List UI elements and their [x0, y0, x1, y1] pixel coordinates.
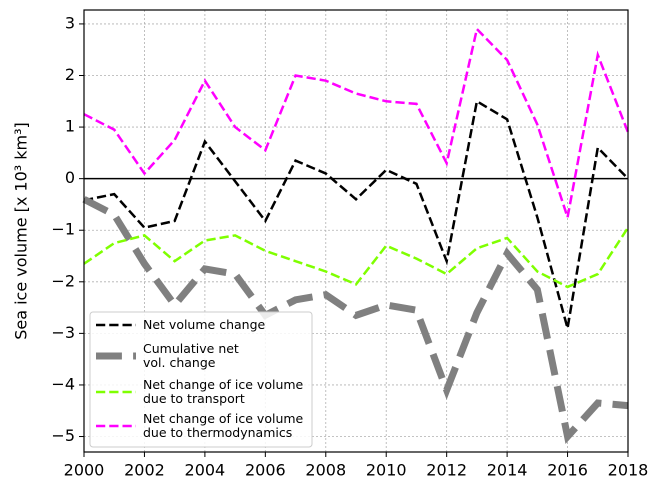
legend-label-box: Net change of ice volume due to thermody…	[143, 412, 304, 440]
series-line	[83, 26, 630, 218]
series-line	[83, 99, 629, 329]
y-tick-label: −4	[51, 374, 75, 393]
x-tick-label: 2014	[487, 461, 528, 480]
x-tick-label: 2012	[426, 461, 467, 480]
legend-label: Cumulative net vol. change	[143, 342, 239, 370]
y-tick-label: 2	[65, 65, 75, 84]
legend-label: Net change of ice volume due to thermody…	[143, 412, 304, 440]
y-axis-label: Sea ice volume [x 10³ km³]	[12, 122, 31, 340]
x-tick-label: 2010	[366, 461, 407, 480]
legend-box	[89, 311, 313, 448]
legend-label: Net volume change	[143, 318, 266, 332]
x-tick-label: 2016	[547, 461, 588, 480]
y-tick-label: 1	[65, 117, 75, 136]
legend-label-box: Net change of ice volume due to transpor…	[143, 378, 304, 406]
x-tick-label: 2004	[185, 461, 226, 480]
plot-frame	[83, 9, 629, 453]
y-tick-label: −3	[51, 323, 75, 342]
y-tick-label: −1	[51, 220, 75, 239]
x-tick-label: 2000	[64, 461, 105, 480]
legend: Net volume change Cumulative net vol. cha…	[89, 311, 313, 448]
legend-label-box: Cumulative net vol. change	[143, 342, 239, 370]
x-tick-label: 2018	[608, 461, 649, 480]
series-line	[82, 196, 629, 445]
x-tick-label: 2002	[124, 461, 165, 480]
series-line	[83, 226, 630, 289]
y-tick-label: 3	[65, 13, 75, 32]
x-tick-label: 2008	[305, 461, 346, 480]
y-tick-label: 0	[65, 168, 75, 187]
legend-label-box: Net volume change	[143, 318, 266, 332]
y-tick-label: −2	[51, 271, 75, 290]
legend-label: Net change of ice volume due to transpor…	[143, 378, 304, 406]
x-tick-label: 2006	[245, 461, 286, 480]
y-tick-label: −5	[51, 426, 75, 445]
